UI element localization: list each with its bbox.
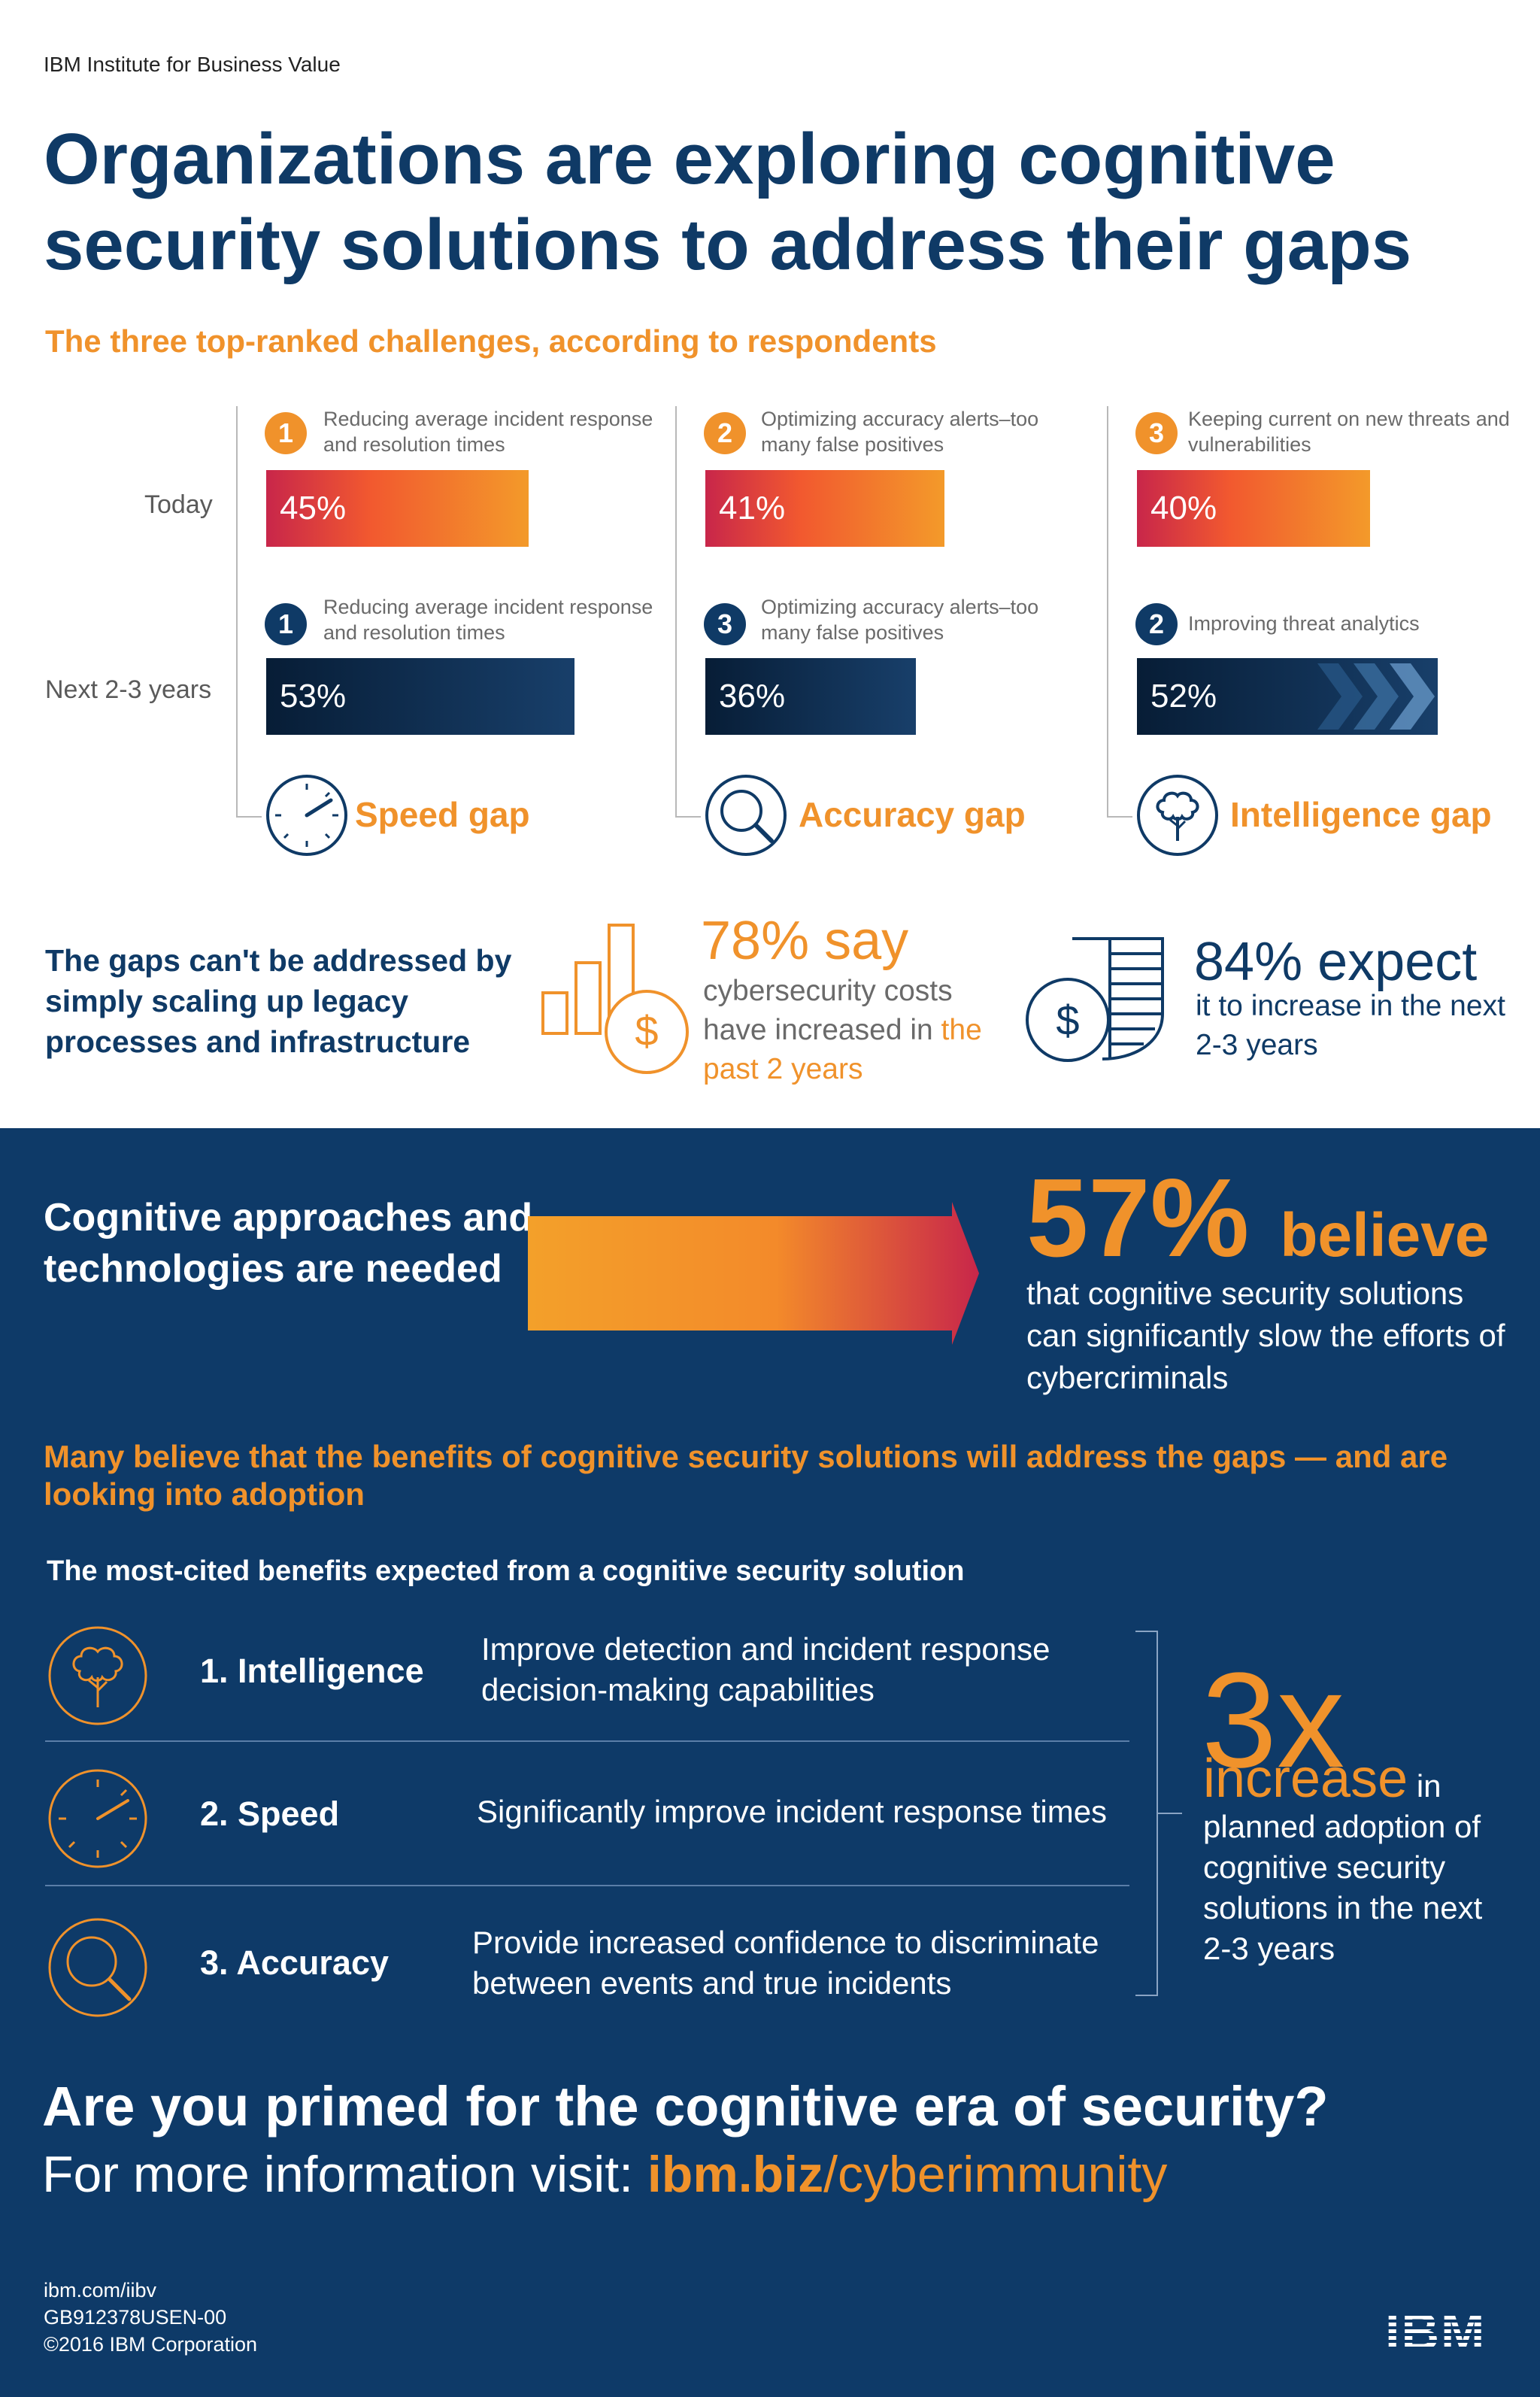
stat-84-text: it to increase in the next 2-3 years — [1196, 990, 1505, 1061]
benefits-heading: The most-cited benefits expected from a … — [47, 1555, 965, 1587]
row-label-next: Next 2-3 years — [45, 675, 212, 704]
benefit-description: Provide increased confidence to discrimi… — [472, 1925, 1099, 2001]
challenge-label: Reducing average incident response and r… — [323, 408, 653, 456]
adoption-multiplier: 3x — [1202, 1645, 1345, 1796]
benefit-description: Significantly improve incident response … — [477, 1794, 1108, 1829]
benefit-description: Improve detection and incident response … — [481, 1631, 1050, 1707]
cost-chart-icon: $ — [541, 924, 689, 1074]
bracket-tick — [1158, 1813, 1182, 1814]
rank-badge: 2 — [704, 412, 746, 454]
page-title: Organizations are exploring cognitive se… — [44, 119, 1412, 285]
ibm-logo: IBM — [1385, 2301, 1486, 2362]
ibm-logo-text: IBM — [1385, 2302, 1487, 2361]
challenge-label: Improving threat analytics — [1188, 612, 1420, 635]
rank-badge: 1 — [265, 412, 307, 454]
bar-today: 41% — [705, 470, 944, 547]
rank-badge: 3 — [1135, 412, 1178, 454]
row-label-today: Today — [144, 490, 213, 519]
brain-tree-icon — [48, 1626, 147, 1725]
benefit-title: 1. Intelligence — [200, 1652, 424, 1690]
bar-value: 36% — [719, 678, 786, 715]
cta-visit: For more information visit: ibm.biz/cybe… — [42, 2145, 1167, 2204]
footer-code: GB912378USEN-00 — [44, 2306, 227, 2329]
gap-label: Intelligence gap — [1230, 795, 1492, 834]
adoption-text: increase in planned adoption of cognitiv… — [1203, 1752, 1519, 1969]
bar-value: 40% — [1150, 490, 1217, 526]
cta-link-domain[interactable]: ibm.biz — [647, 2146, 824, 2203]
brand-label: IBM Institute for Business Value — [44, 53, 341, 76]
rank-badge: 2 — [1135, 603, 1178, 645]
footer-url[interactable]: ibm.com/iibv — [44, 2279, 157, 2301]
rank-badge: 1 — [265, 603, 307, 645]
column-divider — [675, 406, 677, 816]
gap-label: Accuracy gap — [799, 795, 1026, 834]
divider — [45, 1885, 1129, 1886]
svg-text:$: $ — [1056, 997, 1079, 1044]
svg-text:$: $ — [635, 1007, 658, 1054]
challenge-label: Optimizing accuracy alerts–too many fals… — [761, 408, 1039, 456]
cta-visit-prefix: For more information visit: — [42, 2146, 647, 2203]
benefit-title: 3. Accuracy — [200, 1943, 389, 1982]
bar-value: 53% — [280, 678, 347, 715]
column-divider-tick — [1107, 816, 1132, 818]
adoption-in: in — [1416, 1768, 1441, 1804]
speedometer-icon — [48, 1769, 147, 1868]
rank-badge: 3 — [704, 603, 746, 645]
stat-57-word: believe — [1280, 1201, 1490, 1270]
challenge-label: Reducing average incident response and r… — [323, 596, 653, 644]
stat-57-value: 57% — [1026, 1156, 1250, 1280]
gap-label: Speed gap — [355, 795, 530, 834]
column-divider — [1107, 406, 1108, 816]
top-section — [0, 0, 1540, 1128]
adoption-description: planned adoption of cognitive security s… — [1203, 1809, 1483, 1966]
bar-value: 41% — [719, 490, 786, 526]
bar-value: 52% — [1150, 678, 1217, 715]
benefit-title: 2. Speed — [200, 1795, 340, 1833]
stat-78-body: cybersecurity costs have increased in — [703, 975, 953, 1046]
stat-78-heading: 78% say — [701, 911, 909, 971]
stat-78-text: cybersecurity costs have increased in th… — [703, 972, 1019, 1089]
benefits-bracket — [1135, 1631, 1158, 1996]
gradient-arrow — [528, 1202, 979, 1345]
bar-today: 40% — [1137, 470, 1370, 547]
challenge-label: Optimizing accuracy alerts–too many fals… — [761, 596, 1039, 644]
stat-57-text: that cognitive security solutions can si… — [1026, 1276, 1505, 1395]
scaling-statement: The gaps can't be addressed by simply sc… — [45, 943, 512, 1059]
magnifier-icon — [705, 775, 787, 856]
brain-tree-icon — [1137, 775, 1218, 856]
column-divider-tick — [236, 816, 262, 818]
adoption-word: increase — [1203, 1749, 1408, 1809]
bar-next: 53% — [266, 658, 574, 735]
cost-document-icon: $ — [1026, 937, 1164, 1062]
magnifier-icon — [48, 1918, 147, 2017]
cta-link-path[interactable]: /cyberimmunity — [823, 2146, 1168, 2203]
cta-question: Are you primed for the cognitive era of … — [42, 2075, 1329, 2138]
column-divider — [236, 406, 238, 816]
bottom-section — [0, 1128, 1540, 2397]
challenge-label: Keeping current on new threats and vulne… — [1188, 408, 1510, 456]
footer-copyright: ©2016 IBM Corporation — [44, 2333, 258, 2356]
stat-78-highlight: the past 2 years — [703, 1014, 982, 1085]
bar-next: 52% — [1137, 658, 1438, 735]
bar-value: 45% — [280, 490, 347, 526]
challenges-subheading: The three top-ranked challenges, accordi… — [45, 323, 937, 359]
bar-today: 45% — [266, 470, 529, 547]
column-divider-tick — [675, 816, 701, 818]
cognitive-statement: Cognitive approaches and technologies ar… — [44, 1196, 533, 1291]
adoption-statement: Many believe that the benefits of cognit… — [44, 1439, 1448, 1512]
stat-84-heading: 84% expect — [1194, 932, 1478, 992]
divider — [45, 1740, 1129, 1742]
speedometer-icon — [266, 775, 347, 856]
chevrons-icon — [1317, 663, 1435, 730]
bar-next: 36% — [705, 658, 916, 735]
stat-57-heading: 57% believe — [1026, 1162, 1489, 1292]
